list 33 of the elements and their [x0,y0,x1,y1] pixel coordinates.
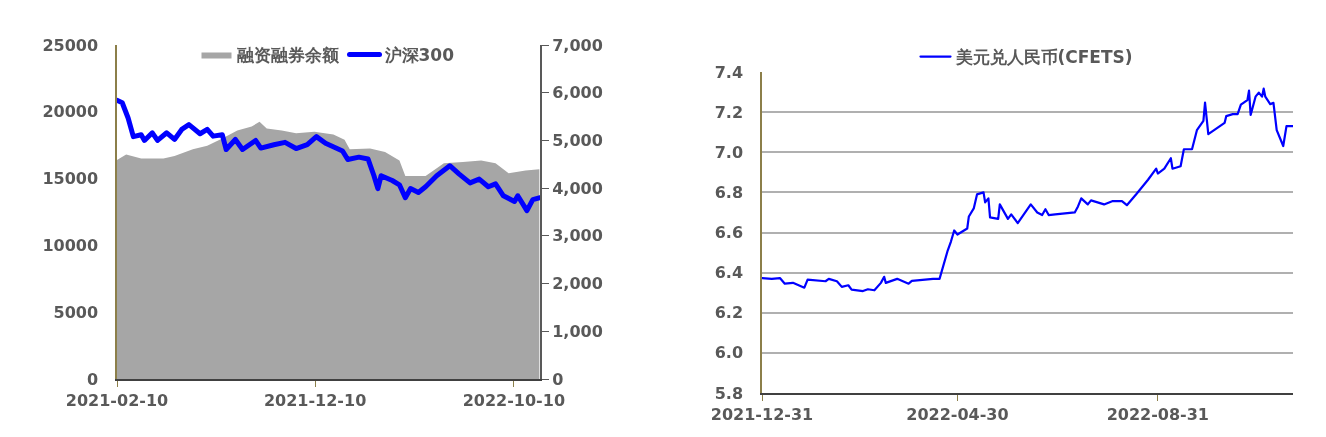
y-tick-label: 15000 [42,169,99,189]
y-tick-label: 25000 [42,35,99,55]
y-tick-label: 5.8 [714,383,744,403]
y-tick-label: 6.2 [714,303,744,323]
y-tick-label: 6.0 [714,343,744,363]
y-tick-label: 7.0 [714,142,744,162]
y-tick-label: 5000 [53,302,99,322]
y-tick-label: 6.4 [714,263,744,283]
x-tick-label: 2022-04-30 [906,404,1009,424]
y-tick-label: 20000 [42,102,99,122]
x-tick-label: 2022-08-31 [1106,404,1209,424]
y2-tick-label: 0 [552,369,564,389]
legend-label: 美元兑人民币(CFETS) [954,47,1133,68]
y2-tick-label: 4,000 [552,178,603,198]
y-tick-label: 7.2 [714,102,744,122]
x-tick-label: 2021-12-10 [263,390,367,410]
y-tick-label: 7.4 [714,62,744,82]
y2-tick-label: 3,000 [552,226,603,246]
x-tick-label: 2021-02-10 [65,390,169,410]
y-tick-label: 10000 [42,236,99,255]
y2-tick-label: 6,000 [552,83,603,103]
x-tick-label: 2021-12-31 [710,404,814,424]
y2-tick-label: 5,000 [552,131,603,151]
y2-tick-label: 1,000 [552,321,603,341]
y-tick-label: 0 [86,369,99,389]
legend-label: 沪深300 [383,45,455,66]
y-tick-label: 6.6 [714,223,744,243]
line-series [762,87,1293,293]
y2-tick-label: 2,000 [552,274,603,294]
legend-label: 融资融券余额 [236,45,340,66]
x-tick-label: 2022-10-10 [462,390,566,410]
y2-tick-label: 7,000 [552,35,603,55]
y-tick-label: 6.8 [714,182,744,202]
